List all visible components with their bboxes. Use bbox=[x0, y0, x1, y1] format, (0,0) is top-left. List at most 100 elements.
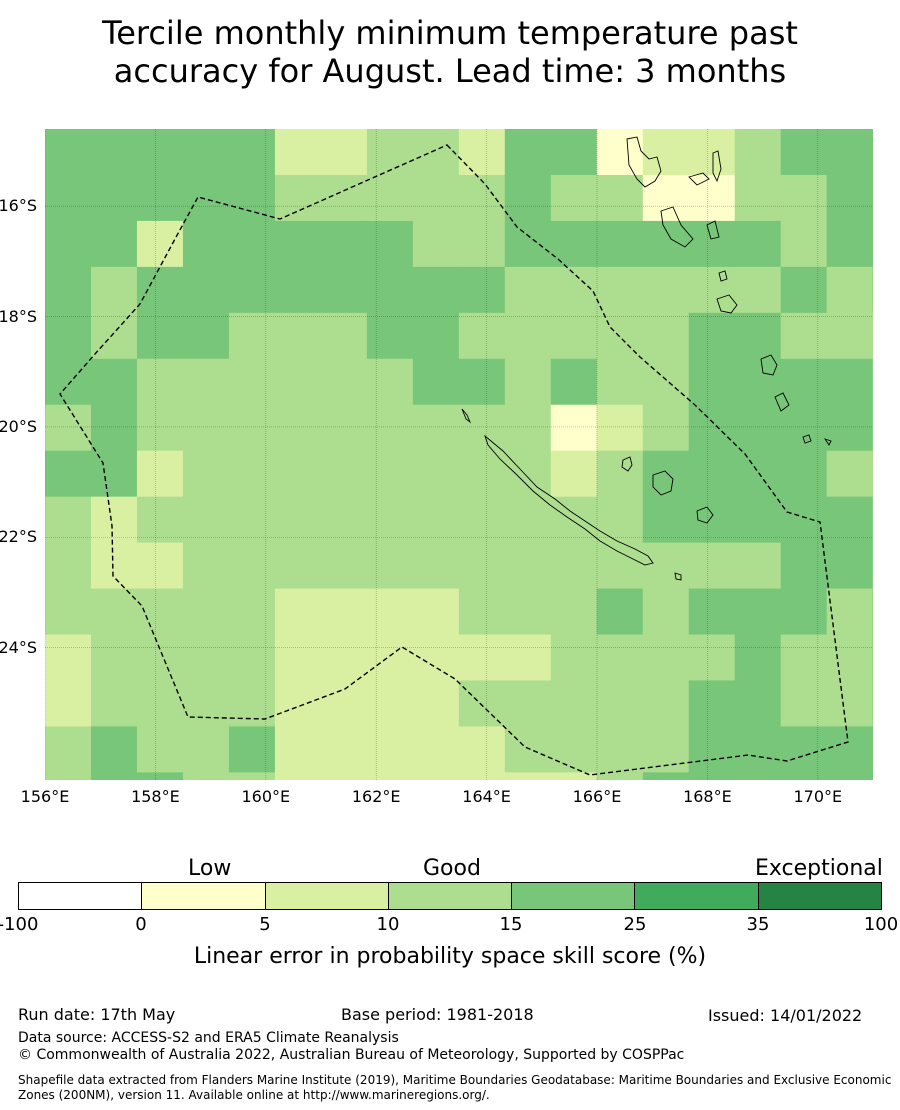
skill-cell bbox=[320, 542, 368, 590]
skill-cell bbox=[780, 680, 828, 727]
skill-cell bbox=[596, 266, 644, 314]
skill-cell bbox=[550, 588, 598, 636]
skill-cell bbox=[504, 220, 552, 268]
skill-cell bbox=[274, 450, 322, 498]
skill-cell bbox=[228, 772, 276, 780]
skill-cell bbox=[228, 680, 276, 727]
skill-cell bbox=[596, 358, 644, 406]
skill-cell bbox=[320, 588, 368, 636]
skill-cell bbox=[550, 450, 598, 498]
skill-cell bbox=[45, 496, 92, 544]
skill-cell bbox=[596, 634, 644, 681]
malakula-coastline bbox=[660, 206, 694, 248]
skill-cell bbox=[734, 450, 782, 498]
skill-cell bbox=[182, 634, 230, 681]
colorbar-tick: 0 bbox=[135, 914, 147, 935]
skill-map bbox=[45, 129, 873, 780]
colorbar-tick: 100 bbox=[863, 914, 899, 935]
skill-cell bbox=[780, 312, 828, 360]
skill-cell bbox=[550, 496, 598, 544]
skill-cell bbox=[182, 404, 230, 452]
skill-cell bbox=[136, 450, 184, 498]
skill-cell bbox=[550, 174, 598, 222]
skill-cell bbox=[688, 220, 736, 268]
skill-cell bbox=[228, 174, 276, 222]
skill-cell bbox=[320, 634, 368, 681]
skill-cell bbox=[688, 588, 736, 636]
skill-grid-cells bbox=[45, 129, 873, 780]
skill-cell bbox=[458, 174, 506, 222]
skill-cell bbox=[320, 404, 368, 452]
skill-cell bbox=[734, 174, 782, 222]
skill-cell bbox=[642, 312, 690, 360]
skill-cell bbox=[90, 404, 138, 452]
skill-cell bbox=[688, 634, 736, 681]
shapefile-credit-line-2: Zones (200NM), version 11. Available onl… bbox=[18, 1088, 490, 1102]
skill-cell bbox=[458, 312, 506, 360]
skill-cell bbox=[826, 174, 873, 222]
skill-cell bbox=[90, 726, 138, 773]
skill-cell bbox=[826, 496, 873, 544]
latitude-label: 24°S bbox=[0, 637, 37, 657]
skill-cell bbox=[780, 129, 828, 176]
longitude-label: 162°E bbox=[351, 787, 401, 806]
skill-cell bbox=[458, 496, 506, 544]
skill-cell bbox=[412, 129, 460, 176]
skill-cell bbox=[504, 266, 552, 314]
skill-cell bbox=[412, 266, 460, 314]
colorbar-tick: 15 bbox=[499, 914, 523, 935]
skill-cell bbox=[826, 358, 873, 406]
skill-cell bbox=[366, 220, 414, 268]
skill-cell bbox=[320, 129, 368, 176]
skill-cell bbox=[734, 726, 782, 773]
skill-cell bbox=[504, 772, 552, 780]
skill-cell bbox=[45, 358, 92, 406]
skill-cell bbox=[274, 726, 322, 773]
skill-cell bbox=[366, 129, 414, 176]
skill-cell bbox=[366, 726, 414, 773]
skill-cell bbox=[366, 588, 414, 636]
epi-coastline bbox=[718, 270, 728, 282]
skill-cell bbox=[826, 129, 873, 176]
skill-cell bbox=[412, 312, 460, 360]
skill-cell bbox=[688, 358, 736, 406]
skill-cell bbox=[136, 726, 184, 773]
skill-cell bbox=[504, 450, 552, 498]
skill-cell bbox=[596, 772, 644, 780]
aneityum-coastline bbox=[802, 434, 812, 444]
loyalty-lifou-coastline bbox=[652, 470, 674, 496]
skill-cell bbox=[780, 542, 828, 590]
skill-cell bbox=[228, 726, 276, 773]
issued-date: Issued: 14/01/2022 bbox=[708, 1006, 863, 1025]
skill-cell bbox=[228, 634, 276, 681]
skill-cell bbox=[550, 129, 598, 176]
tanna-coastline bbox=[774, 392, 790, 412]
skill-cell bbox=[596, 129, 644, 176]
copyright: © Commonwealth of Australia 2022, Austra… bbox=[18, 1047, 685, 1063]
skill-cell bbox=[136, 174, 184, 222]
skill-cell bbox=[90, 634, 138, 681]
skill-cell bbox=[136, 496, 184, 544]
colorbar-segment bbox=[142, 883, 266, 909]
skill-cell bbox=[366, 312, 414, 360]
skill-cell bbox=[504, 588, 552, 636]
skill-cell bbox=[182, 588, 230, 636]
loyalty-mare-coastline bbox=[696, 506, 714, 524]
skill-cell bbox=[45, 588, 92, 636]
skill-cell bbox=[90, 174, 138, 222]
skill-cell bbox=[458, 220, 506, 268]
skill-cell bbox=[458, 772, 506, 780]
skill-cell bbox=[45, 404, 92, 452]
skill-cell bbox=[90, 220, 138, 268]
skill-cell bbox=[366, 358, 414, 406]
skill-cell bbox=[550, 726, 598, 773]
skill-cell bbox=[596, 680, 644, 727]
skill-cell bbox=[780, 634, 828, 681]
skill-cell bbox=[45, 772, 92, 780]
skill-cell bbox=[642, 404, 690, 452]
skill-cell bbox=[688, 174, 736, 222]
skill-cell bbox=[228, 312, 276, 360]
skill-cell bbox=[550, 312, 598, 360]
colorbar-label: Linear error in probability space skill … bbox=[193, 944, 707, 969]
longitude-label: 158°E bbox=[131, 787, 180, 806]
